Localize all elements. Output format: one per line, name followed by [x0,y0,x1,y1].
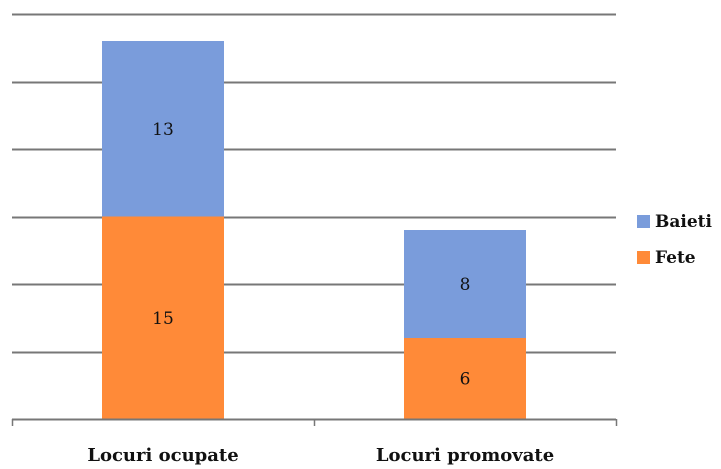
legend-label-baieti: Baieti [655,212,713,232]
bar-fete-2 [404,338,526,419]
data-label-baieti-1: 13 [152,120,174,140]
bar-baieti-2 [404,230,526,338]
legend-swatch-fete [637,251,650,264]
bars [102,41,526,419]
data-label-fete-1: 15 [152,309,174,329]
bar-baieti-1 [102,41,224,217]
data-labels: 15 13 6 8 [152,120,470,390]
x-axis [11,418,618,426]
category-label-1: Locuri ocupate [87,445,238,465]
legend: Baieti Fete [637,212,713,268]
category-label-2: Locuri promovate [376,445,554,465]
data-label-baieti-2: 8 [460,275,471,295]
legend-label-fete: Fete [655,248,696,268]
bar-fete-1 [102,216,224,419]
legend-swatch-baieti [637,215,650,228]
category-labels: Locuri ocupate Locuri promovate [87,445,554,466]
data-label-fete-2: 6 [460,370,471,390]
